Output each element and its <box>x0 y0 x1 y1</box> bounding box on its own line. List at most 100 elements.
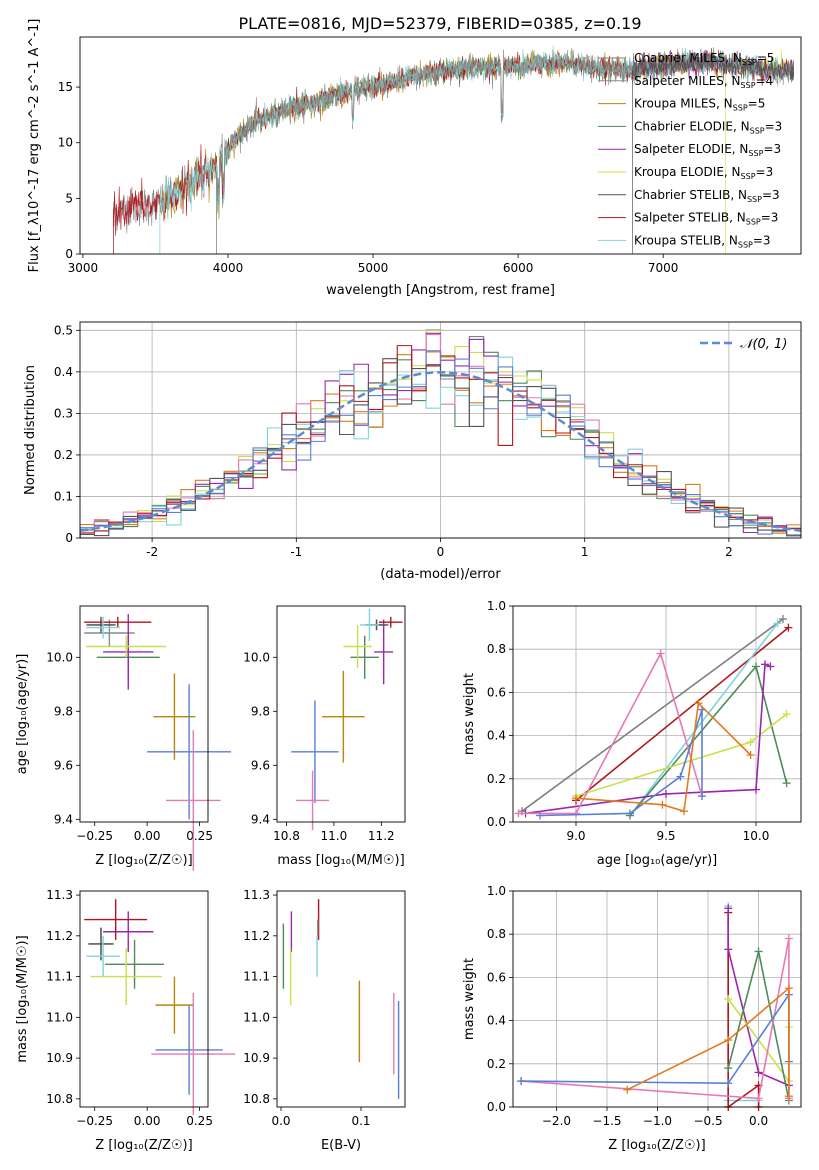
x-tick-label: 9.0 <box>566 829 585 843</box>
x-tick-label: -2 <box>146 545 158 559</box>
y-tick-label: 9.4 <box>251 812 270 826</box>
x-tick-label: −1.0 <box>643 1114 672 1128</box>
y-tick-label: 1.0 <box>487 599 506 613</box>
y-tick-label: 10.9 <box>46 1051 73 1065</box>
legend-entry: Salpeter MILES, NSSP=4 <box>634 74 773 90</box>
y-tick-label: 15 <box>58 80 73 94</box>
x-tick-label: 0 <box>437 545 445 559</box>
x-tick-label: 10.8 <box>273 829 300 843</box>
mass-weight-Z-series <box>517 902 793 1111</box>
y-tick-label: 9.8 <box>54 704 73 718</box>
weight-line <box>629 622 779 816</box>
y-tick-label: 10 <box>58 136 73 150</box>
y-tick-label: 0.3 <box>54 406 73 420</box>
residuals-hist <box>80 329 801 538</box>
weight-line <box>521 992 790 1085</box>
y-tick-label: 9.6 <box>251 758 270 772</box>
y-tick-label: 9.4 <box>54 812 73 826</box>
legend-value: =4 <box>756 74 774 88</box>
legend-sub: SSP <box>742 58 757 67</box>
x-tick-label: 11.0 <box>321 829 348 843</box>
y-tick-label: 0.4 <box>487 1014 506 1028</box>
mass-weight-Z-ylabel: mass weight <box>462 958 477 1040</box>
legend-value: =5 <box>748 97 766 111</box>
age-Z-ylabel: age [log₁₀(age/yr)] <box>15 654 30 775</box>
spectrum-line <box>159 45 794 254</box>
x-tick-label: 0.0 <box>271 1114 290 1128</box>
age-Z-xlabel: Z [log₁₀(Z/Z☉)] <box>95 853 192 868</box>
age-mass-axes: 10.8 11.0 11.2 9.4 9.6 9.8 10.0 <box>243 650 394 843</box>
mass-ebv-markers <box>282 899 400 1099</box>
x-tick-label: 0.00 <box>134 829 161 843</box>
legend-sub: SSP <box>748 149 763 158</box>
mass-weight-age-frame <box>512 605 802 823</box>
spectrum-frame <box>79 36 802 255</box>
x-tick-label: −2.0 <box>542 1114 571 1128</box>
age-mass-xlabel: mass [log₁₀(M/M☉)] <box>277 853 404 868</box>
x-tick-label: 11.2 <box>368 829 395 843</box>
mass-weight-age-xlabel: age [log₁₀(age/yr)] <box>597 853 718 868</box>
mass-weight-age-series <box>514 614 793 820</box>
legend-value: =3 <box>765 119 783 133</box>
x-tick-label: -1 <box>290 545 302 559</box>
legend-sub: SSP <box>738 240 753 249</box>
x-tick-label: −1.5 <box>592 1114 621 1128</box>
y-tick-label: 11.0 <box>243 1010 270 1024</box>
mass-ebv-xlabel: E(B-V) <box>321 1138 361 1153</box>
x-tick-label: 6000 <box>503 261 534 275</box>
y-tick-label: 0.8 <box>487 642 506 656</box>
weight-line <box>727 906 759 1102</box>
legend-sub: SSP <box>750 126 765 135</box>
legend-value: =3 <box>762 188 780 202</box>
y-tick-label: 10.8 <box>46 1092 73 1106</box>
mass-Z-axes: −0.25 0.00 0.25 10.8 10.9 11.0 11.1 11.2 11.3 <box>46 888 213 1128</box>
y-tick-label: 0.4 <box>487 729 506 743</box>
mass-weight-Z-frame <box>512 890 802 1108</box>
y-tick-label: 0.2 <box>54 448 73 462</box>
x-tick-label: 10.0 <box>743 829 770 843</box>
x-tick-label: 0.25 <box>186 1114 213 1128</box>
y-tick-label: 10.9 <box>243 1051 270 1065</box>
x-tick-label: 1 <box>581 545 589 559</box>
y-tick-label: 11.1 <box>46 970 73 984</box>
y-tick-label: 0.1 <box>54 489 73 503</box>
residual-histogram <box>80 358 801 538</box>
spectrum-line <box>632 48 794 254</box>
residuals-ylabel: Normed distribution <box>23 365 38 495</box>
residuals-xlabel: (data-model)/error <box>380 567 501 582</box>
x-tick-label: 0.25 <box>186 829 213 843</box>
age-Z-axes: −0.25 0.00 0.25 9.4 9.6 9.8 10.0 <box>46 650 213 843</box>
y-tick-label: 9.6 <box>54 758 73 772</box>
x-tick-label: 7000 <box>648 261 679 275</box>
x-tick-label: 5000 <box>358 261 389 275</box>
age-mass-markers <box>291 608 403 831</box>
legend-entry: Salpeter ELODIE, NSSP=3 <box>634 142 781 158</box>
mass-ebv-axes: 0.0 0.1 10.8 10.9 11.0 11.1 11.2 11.3 <box>243 888 370 1128</box>
x-tick-label: 2 <box>725 545 733 559</box>
y-tick-label: 0.0 <box>487 815 506 829</box>
legend-sub: SSP <box>741 172 756 181</box>
legend-value: =3 <box>763 142 781 156</box>
y-tick-label: 11.2 <box>46 929 73 943</box>
legend-entry: Chabrier STELIB, NSSP=3 <box>634 188 780 204</box>
spectrum-lines <box>113 45 794 254</box>
mass-Z-xlabel: Z [log₁₀(Z/Z☉)] <box>95 1138 192 1153</box>
y-tick-label: 0 <box>65 531 73 545</box>
residuals-frame <box>79 321 802 539</box>
figure-title: PLATE=0816, MJD=52379, FIBERID=0385, z=0… <box>238 14 641 33</box>
y-tick-label: 11.1 <box>243 970 270 984</box>
weight-line <box>521 618 784 812</box>
mass-weight-age-ylabel: mass weight <box>462 673 477 755</box>
x-tick-label: 0.00 <box>134 1114 161 1128</box>
legend-entry: Kroupa MILES, NSSP=5 <box>634 97 765 113</box>
mass-weight-Z-xlabel: Z [log₁₀(Z/Z☉)] <box>608 1138 705 1153</box>
spectrum-axes: 3000 4000 5000 6000 7000 0 5 10 15 <box>58 80 679 275</box>
legend-value: =3 <box>761 211 779 225</box>
y-tick-label: 1.0 <box>487 884 506 898</box>
legend-entry: Chabrier ELODIE, NSSP=3 <box>634 119 782 135</box>
y-tick-label: 0.6 <box>487 685 506 699</box>
y-tick-label: 0.2 <box>487 772 506 786</box>
x-tick-label: 3000 <box>68 261 99 275</box>
x-tick-label: 0.1 <box>351 1114 370 1128</box>
